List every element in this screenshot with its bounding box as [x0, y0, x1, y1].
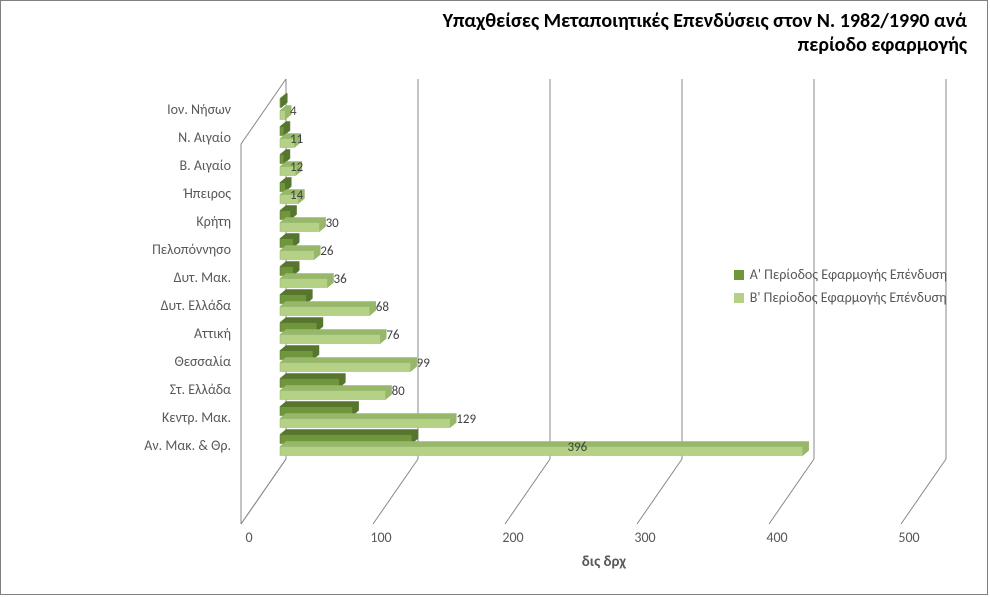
svg-text:4: 4 — [290, 104, 297, 119]
legend-item-b: Β' Περίοδος Εφαρμογής Επένδυση — [734, 289, 947, 306]
svg-text:Στ. Ελλάδα: Στ. Ελλάδα — [170, 381, 231, 398]
legend-label-a: Α' Περίοδος Εφαρμογής Επένδυση — [750, 266, 947, 283]
svg-text:76: 76 — [386, 328, 400, 343]
svg-text:36: 36 — [334, 272, 348, 287]
svg-text:200: 200 — [502, 529, 523, 546]
svg-text:Ιον. Νήσων: Ιον. Νήσων — [167, 101, 232, 118]
legend-label-b: Β' Περίοδος Εφαρμογής Επένδυση — [750, 289, 947, 306]
svg-text:Ήπειρος: Ήπειρος — [183, 185, 231, 202]
svg-text:Κρήτη: Κρήτη — [196, 213, 231, 230]
legend: Α' Περίοδος Εφαρμογής Επένδυση Β' Περίοδ… — [734, 266, 947, 312]
svg-text:Κεντρ. Μακ.: Κεντρ. Μακ. — [162, 409, 231, 426]
svg-text:12: 12 — [290, 160, 304, 175]
svg-text:0: 0 — [245, 529, 252, 546]
svg-text:396: 396 — [567, 440, 587, 455]
svg-text:Ν. Αιγαίο: Ν. Αιγαίο — [178, 129, 231, 146]
chart-title: Υπαχθείσες Μεταποιητικές Επενδύσεις στον… — [1, 9, 967, 57]
svg-text:11: 11 — [290, 132, 303, 147]
svg-text:14: 14 — [290, 188, 304, 203]
svg-text:Δυτ. Μακ.: Δυτ. Μακ. — [174, 269, 231, 286]
legend-item-a: Α' Περίοδος Εφαρμογής Επένδυση — [734, 266, 947, 283]
svg-text:300: 300 — [634, 529, 655, 546]
svg-text:Αν. Μακ. & Θρ.: Αν. Μακ. & Θρ. — [144, 437, 231, 454]
svg-text:400: 400 — [766, 529, 787, 546]
svg-text:26: 26 — [320, 244, 334, 259]
svg-text:500: 500 — [898, 529, 919, 546]
svg-text:30: 30 — [326, 216, 340, 231]
svg-text:Β. Αιγαίο: Β. Αιγαίο — [180, 157, 231, 174]
svg-text:80: 80 — [392, 384, 406, 399]
svg-text:100: 100 — [370, 529, 391, 546]
svg-text:δις δρχ: δις δρχ — [582, 553, 627, 571]
legend-swatch-a — [734, 270, 744, 280]
chart-frame: Υπαχθείσες Μεταποιητικές Επενδύσεις στον… — [0, 0, 988, 595]
svg-text:Δυτ. Ελλάδα: Δυτ. Ελλάδα — [161, 297, 231, 314]
svg-text:Πελοπόννησο: Πελοπόννησο — [152, 241, 231, 258]
svg-text:Θεσσαλία: Θεσσαλία — [175, 353, 232, 370]
svg-text:129: 129 — [456, 412, 476, 427]
svg-text:99: 99 — [417, 356, 431, 371]
svg-text:Αττική: Αττική — [194, 325, 231, 342]
svg-text:68: 68 — [376, 300, 390, 315]
legend-swatch-b — [734, 293, 744, 303]
